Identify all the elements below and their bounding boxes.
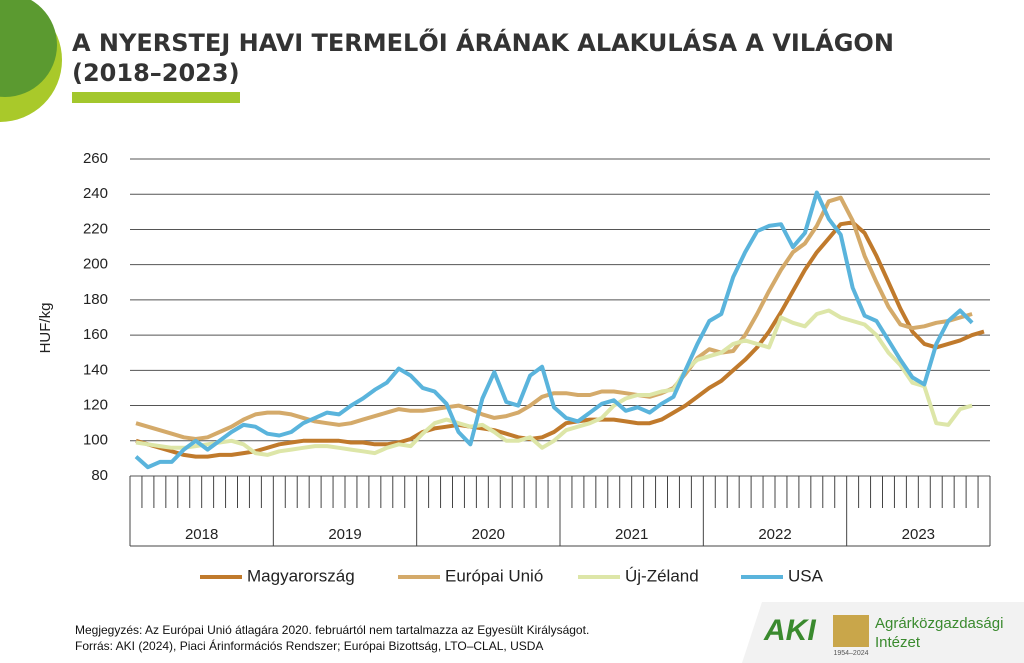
y-tick-label: 160 — [83, 326, 108, 343]
y-tick-label: 200 — [83, 256, 108, 273]
x-group-label: 2019 — [328, 526, 361, 543]
y-tick-label: 220 — [83, 220, 108, 237]
x-group-label: 2020 — [472, 526, 505, 543]
x-group-label: 2023 — [902, 526, 935, 543]
series-line — [134, 190, 974, 470]
logo-years: 1954–2024 — [833, 650, 868, 657]
legend-label: Európai Unió — [445, 566, 543, 585]
legend-label: Magyarország — [247, 566, 355, 585]
legend-label: Új-Zéland — [625, 566, 699, 585]
y-tick-label: 80 — [91, 467, 108, 484]
chart-title: A NYERSTEJ HAVI TERMELŐI ÁRÁNAK ALAKULÁS… — [72, 27, 894, 57]
y-tick-label: 140 — [83, 361, 108, 378]
legend-label: USA — [788, 566, 824, 585]
series-line — [135, 195, 973, 441]
y-tick-label: 260 — [83, 150, 108, 167]
note: Megjegyzés: Az Európai Unió átlagára 202… — [75, 623, 589, 637]
logo-text: Intézet — [875, 634, 921, 651]
note: Forrás: AKI (2024), Piaci Árinformációs … — [75, 638, 543, 653]
x-group-label: 2021 — [615, 526, 648, 543]
y-tick-label: 120 — [83, 397, 108, 414]
decor-circle — [0, 0, 57, 97]
y-axis-label: HUF/kg — [37, 303, 54, 354]
y-tick-label: 180 — [83, 291, 108, 308]
logo-emblem — [833, 615, 869, 647]
logo-mark: AKI — [763, 614, 816, 647]
chart-subtitle: (2018–2023) — [72, 59, 240, 87]
series-line — [135, 308, 973, 457]
x-group-label: 2018 — [185, 526, 218, 543]
y-tick-label: 240 — [83, 185, 108, 202]
title-bar — [72, 92, 240, 103]
series-line — [135, 220, 985, 459]
y-tick-label: 100 — [83, 432, 108, 449]
logo-text: Agrárközgazdasági — [875, 615, 1003, 632]
logo-panel — [742, 602, 1024, 663]
x-group-label: 2022 — [758, 526, 791, 543]
